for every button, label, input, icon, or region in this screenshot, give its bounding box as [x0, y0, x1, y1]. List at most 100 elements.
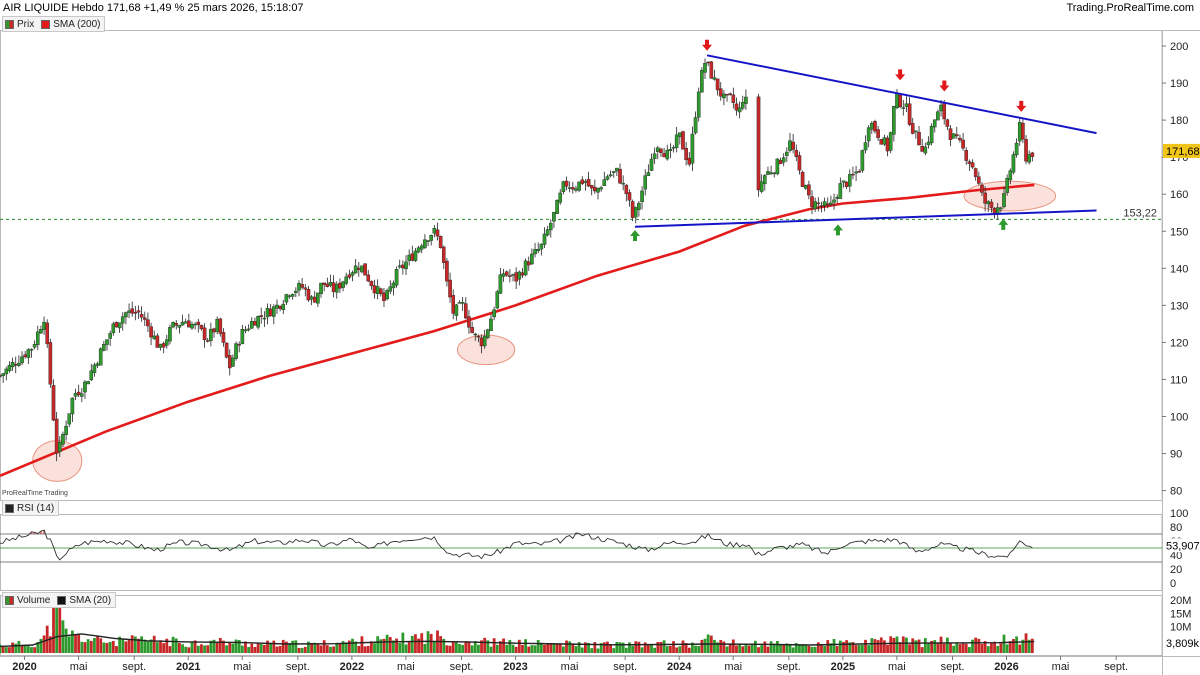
volume-bar: [829, 643, 833, 653]
candle-body: [999, 207, 1003, 210]
candle-body: [108, 333, 112, 339]
candle-body: [885, 137, 890, 152]
candle-body: [822, 201, 827, 206]
candle-body: [706, 61, 710, 64]
volume-bar: [974, 637, 978, 653]
candle-body: [970, 162, 975, 168]
volume-bar: [1021, 639, 1025, 653]
volume-bar: [502, 638, 505, 653]
volume-bar: [662, 640, 666, 653]
volume-bar: [816, 642, 820, 653]
volume-bar: [860, 644, 864, 653]
legend-volume-label: Volume: [17, 594, 51, 606]
volume-bar: [555, 643, 559, 653]
volume-bar: [1030, 638, 1034, 653]
volume-bar: [499, 641, 502, 653]
candle-body: [870, 122, 874, 130]
volume-bar: [838, 640, 842, 653]
candle-body: [177, 325, 182, 328]
volume-bar: [395, 638, 398, 653]
volume-bar: [580, 647, 584, 653]
volume-bar: [124, 641, 128, 653]
volume-bar: [209, 640, 213, 653]
volume-bar: [681, 640, 685, 653]
volume-bar: [344, 642, 348, 653]
price-tick-label: 110: [1170, 374, 1188, 386]
chart-title: AIR LIQUIDE Hebdo 171,68 +1,49 % 25 mars…: [3, 2, 304, 14]
candle-body: [967, 161, 972, 164]
candle-body: [929, 125, 934, 144]
candle-body: [633, 207, 638, 218]
legend-volume[interactable]: Volume SMA (20): [2, 592, 117, 608]
time-tick-label: sept.: [777, 661, 801, 673]
candle-body: [655, 147, 660, 152]
volume-bar: [763, 641, 767, 653]
candle-body: [596, 188, 600, 193]
volume-bar: [574, 646, 578, 653]
candle-body: [571, 187, 575, 190]
volume-bar: [927, 642, 930, 653]
volume-bar: [291, 640, 295, 653]
rsi-tick-label: 100: [1170, 508, 1188, 520]
candle-body: [605, 176, 610, 180]
candle-body: [832, 199, 836, 203]
volume-bar: [725, 646, 729, 653]
volume-bar: [719, 639, 723, 653]
volume-bar: [159, 640, 162, 653]
volume-bar: [162, 643, 166, 653]
candle-body: [737, 107, 742, 113]
candle-body: [281, 303, 286, 310]
volume-bar: [432, 641, 436, 653]
volume-bar: [369, 641, 373, 653]
volume-bar: [379, 639, 383, 653]
volume-bar: [694, 645, 697, 653]
volume-bar: [691, 642, 694, 653]
candle-body: [275, 304, 279, 309]
candle-body: [309, 296, 314, 300]
candle-body: [552, 211, 556, 222]
price-tick-label: 180: [1170, 115, 1188, 127]
volume-bar: [716, 642, 719, 653]
candle-body: [693, 117, 698, 134]
candle-body: [407, 254, 411, 261]
candle-body: [341, 281, 345, 288]
candle-body: [533, 249, 537, 255]
candle-body: [901, 107, 906, 109]
volume-bar: [39, 638, 43, 653]
volume-bar: [905, 637, 908, 653]
volume-bar: [93, 638, 96, 653]
volume-bar: [898, 642, 902, 653]
volume-bar: [313, 642, 317, 653]
volume-bar: [1012, 639, 1015, 653]
ellipses: [32, 180, 1057, 482]
candle-body: [322, 282, 326, 285]
candle-body: [171, 321, 175, 328]
volume-bar: [983, 641, 987, 653]
candle-body: [80, 393, 84, 397]
volume-bar: [539, 642, 543, 653]
volume-bar: [561, 646, 565, 653]
candle-body: [718, 88, 723, 97]
volume-bar: [584, 642, 587, 653]
volume-last-value: 3,809k: [1166, 638, 1200, 650]
candle-body: [926, 141, 931, 146]
rsi-tick-label: 0: [1170, 578, 1176, 590]
volume-bar: [247, 647, 251, 653]
volume-bar: [429, 633, 433, 653]
candle-body: [158, 343, 163, 348]
volume-bar: [722, 641, 726, 653]
legend-rsi[interactable]: RSI (14): [2, 500, 60, 516]
candle-body: [42, 321, 46, 330]
candle-body: [803, 185, 808, 189]
volume-bar: [766, 646, 770, 653]
candle-body: [419, 245, 424, 250]
volume-bar: [23, 644, 27, 653]
volume-bar: [999, 643, 1003, 653]
candle-body: [319, 282, 323, 294]
candle-body: [196, 321, 201, 326]
volume-bar: [958, 644, 962, 653]
legend-price[interactable]: Prix SMA (200): [2, 16, 106, 32]
volume-bar: [794, 643, 798, 653]
volume-bar: [961, 642, 965, 653]
candle-body: [300, 284, 304, 288]
